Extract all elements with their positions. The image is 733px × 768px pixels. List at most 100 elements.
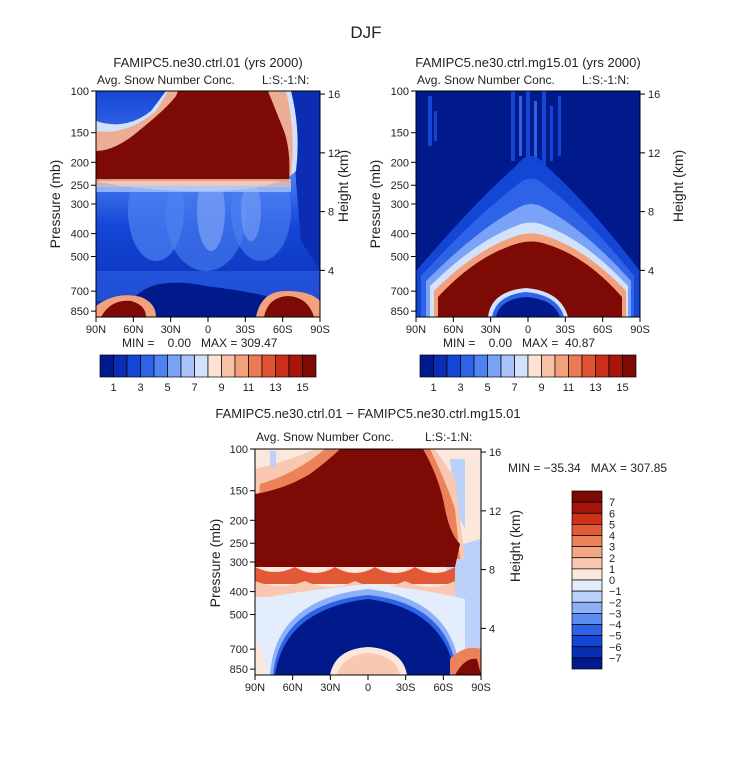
colorbar-swatch — [126, 354, 141, 378]
y2-tick-label: 8 — [489, 565, 495, 577]
panel-3-stats: MIN = −35.34 MAX = 307.85 — [508, 461, 667, 475]
colorbar-swatch — [487, 354, 502, 378]
colorbar-label: 13 — [269, 382, 281, 394]
panel-1-x-axis: 90N 60N 30N 0 30S 60S 90S — [86, 317, 330, 336]
x-tick-label: 0 — [205, 324, 211, 336]
panel-1-ylabel: Pressure (mb) — [47, 160, 63, 249]
y-tick-label: 400 — [230, 587, 248, 599]
colorbar-swatch — [514, 354, 529, 378]
colorbar-swatch — [275, 354, 290, 378]
colorbar-swatch — [433, 354, 448, 378]
panel-1-subtitle-right: L:S:-1:N: — [262, 73, 309, 87]
colorbar-label: 7 — [191, 382, 197, 394]
y-tick-label: 200 — [391, 157, 409, 169]
panel-3-x-axis: 90N 60N 30N 0 30S 60S 90S — [245, 675, 491, 694]
x-tick-label: 30N — [320, 682, 340, 694]
x-tick-label: 90S — [310, 324, 330, 336]
y2-tick-label: 4 — [648, 265, 654, 277]
y-tick-label: 700 — [230, 644, 248, 656]
panel-2-stats: MIN = 0.00 MAX = 40.87 — [443, 336, 595, 350]
colorbar-label: 1 — [430, 382, 436, 394]
x-tick-label: 30S — [556, 324, 576, 336]
x-tick-label: 90N — [406, 324, 426, 336]
panel-1-y2-axis: 16 12 8 4 — [320, 89, 340, 277]
colorbar-swatch — [527, 354, 542, 378]
y-tick-label: 700 — [391, 286, 409, 298]
colorbar-label: 1 — [609, 564, 615, 576]
colorbar-swatch — [571, 601, 603, 614]
colorbar-swatch — [622, 354, 637, 378]
colorbar-label: 9 — [538, 382, 544, 394]
panel-2-subtitle: Avg. Snow Number Conc. — [417, 73, 555, 87]
y-tick-label: 100 — [230, 444, 248, 456]
panel-3-subtitle: Avg. Snow Number Conc. — [256, 430, 394, 444]
y-tick-label: 500 — [230, 610, 248, 622]
colorbar-swatch — [571, 568, 603, 581]
y-tick-label: 200 — [71, 157, 89, 169]
y-tick-label: 850 — [391, 306, 409, 318]
panel-2-y2-axis: 16 12 8 4 — [640, 89, 660, 277]
colorbar-swatch — [608, 354, 623, 378]
colorbar-swatch — [581, 354, 596, 378]
colorbar-label: 5 — [164, 382, 170, 394]
colorbar-label: 9 — [218, 382, 224, 394]
panel-1-title: FAMIPC5.ne30.ctrl.01 (yrs 2000) — [113, 55, 302, 70]
colorbar-label: 3 — [457, 382, 463, 394]
colorbar-label: −2 — [609, 597, 622, 609]
x-tick-label: 90N — [86, 324, 106, 336]
colorbar-swatch — [221, 354, 236, 378]
y2-tick-label: 12 — [648, 148, 660, 160]
colorbar-swatch — [571, 635, 603, 648]
panel-3-ylabel: Pressure (mb) — [207, 519, 223, 608]
x-tick-label: 30S — [236, 324, 256, 336]
panel-1-subtitle: Avg. Snow Number Conc. — [97, 73, 235, 87]
x-tick-label: 60N — [443, 324, 463, 336]
colorbar-swatch — [571, 590, 603, 603]
colorbar-label: 11 — [243, 382, 254, 394]
y-tick-label: 150 — [230, 486, 248, 498]
colorbar-label: 11 — [563, 382, 574, 394]
panel-3-subtitle-right: L:S:-1:N: — [425, 430, 472, 444]
colorbar-label: 5 — [484, 382, 490, 394]
panel-2-plot-area — [416, 91, 640, 317]
panel-3-title: FAMIPC5.ne30.ctrl.01 − FAMIPC5.ne30.ctrl… — [215, 406, 520, 421]
x-tick-label: 60S — [434, 682, 454, 694]
panel-2-x-axis: 90N 60N 30N 0 30S 60S 90S — [406, 317, 650, 336]
y-tick-label: 200 — [230, 515, 248, 527]
colorbar-label: −4 — [609, 620, 622, 632]
colorbar-swatch — [571, 490, 603, 503]
colorbar-label: −1 — [609, 586, 622, 598]
y-tick-label: 100 — [71, 86, 89, 98]
y-tick-label: 500 — [71, 252, 89, 264]
colorbar-swatch — [234, 354, 249, 378]
colorbar-label: −3 — [609, 608, 622, 620]
colorbar-swatch — [541, 354, 556, 378]
figure-title: DJF — [350, 23, 381, 42]
colorbar-label: 3 — [137, 382, 143, 394]
panel-3-y2label: Height (km) — [507, 510, 523, 582]
panel-1-y2label: Height (km) — [335, 150, 351, 222]
colorbar-swatch — [419, 354, 434, 378]
panel-1-stats: MIN = 0.00 MAX = 309.47 — [122, 336, 278, 350]
panel-1-colorbar: 1 3 5 7 9 11 13 15 — [99, 354, 317, 394]
colorbar-swatch — [571, 546, 603, 559]
colorbar-swatch — [446, 354, 461, 378]
colorbar-swatch — [113, 354, 128, 378]
colorbar-label: 2 — [609, 553, 615, 565]
y-tick-label: 700 — [71, 286, 89, 298]
y2-tick-label: 4 — [489, 623, 495, 635]
panel-2-y-axis: 100 150 200 250 300 400 500 700 850 — [391, 86, 416, 318]
x-tick-label: 0 — [365, 682, 371, 694]
colorbar-label: −5 — [609, 631, 622, 643]
colorbar-swatch — [571, 613, 603, 625]
colorbar-label: −6 — [609, 642, 622, 654]
y-tick-label: 250 — [71, 180, 89, 192]
y2-tick-label: 12 — [489, 506, 501, 518]
colorbar-swatch — [460, 354, 475, 378]
panel-2-subtitle-right: L:S:-1:N: — [582, 73, 629, 87]
y-tick-label: 250 — [391, 180, 409, 192]
colorbar-swatch — [571, 579, 603, 592]
y2-tick-label: 16 — [489, 447, 501, 459]
